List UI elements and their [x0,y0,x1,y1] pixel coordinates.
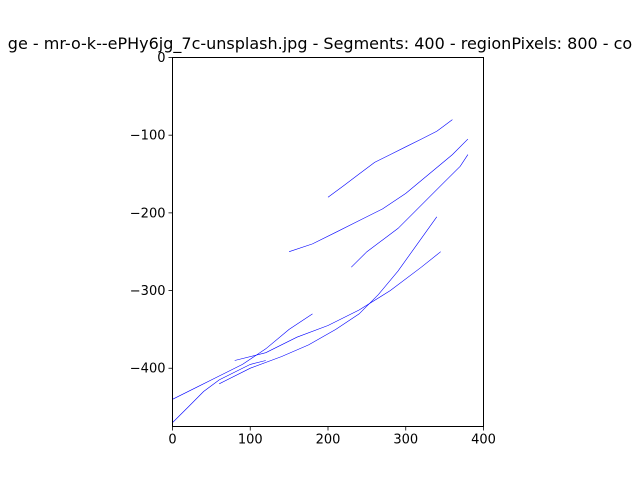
y-tick-label--200: −200 [130,206,166,221]
series-line-1 [219,216,438,385]
series-layer [172,119,469,423]
y-tick-label-0: 0 [157,51,165,66]
y-tick-label--300: −300 [130,284,166,299]
y-tick-label--400: −400 [130,362,166,377]
x-axis-ticks: 0 100 200 300 400 [168,426,496,448]
x-tick-label-200: 200 [316,433,341,448]
series-line-2 [234,251,441,361]
series-line-5 [327,119,453,198]
x-tick-label-0: 0 [168,433,176,448]
y-tick-label--100: −100 [130,129,166,144]
series-line-6 [172,360,266,423]
x-tick-label-400: 400 [471,433,496,448]
x-tick-label-300: 300 [393,433,418,448]
series-line-7 [172,313,313,400]
x-tick-label-100: 100 [238,433,263,448]
chart-title: ge - mr-o-k--ePHy6jg_7c-unsplash.jpg - S… [8,34,632,54]
y-axis-ticks: 0 −100 −200 −300 −400 [130,51,173,377]
series-line-3 [351,154,469,268]
series-line-4 [289,138,469,252]
